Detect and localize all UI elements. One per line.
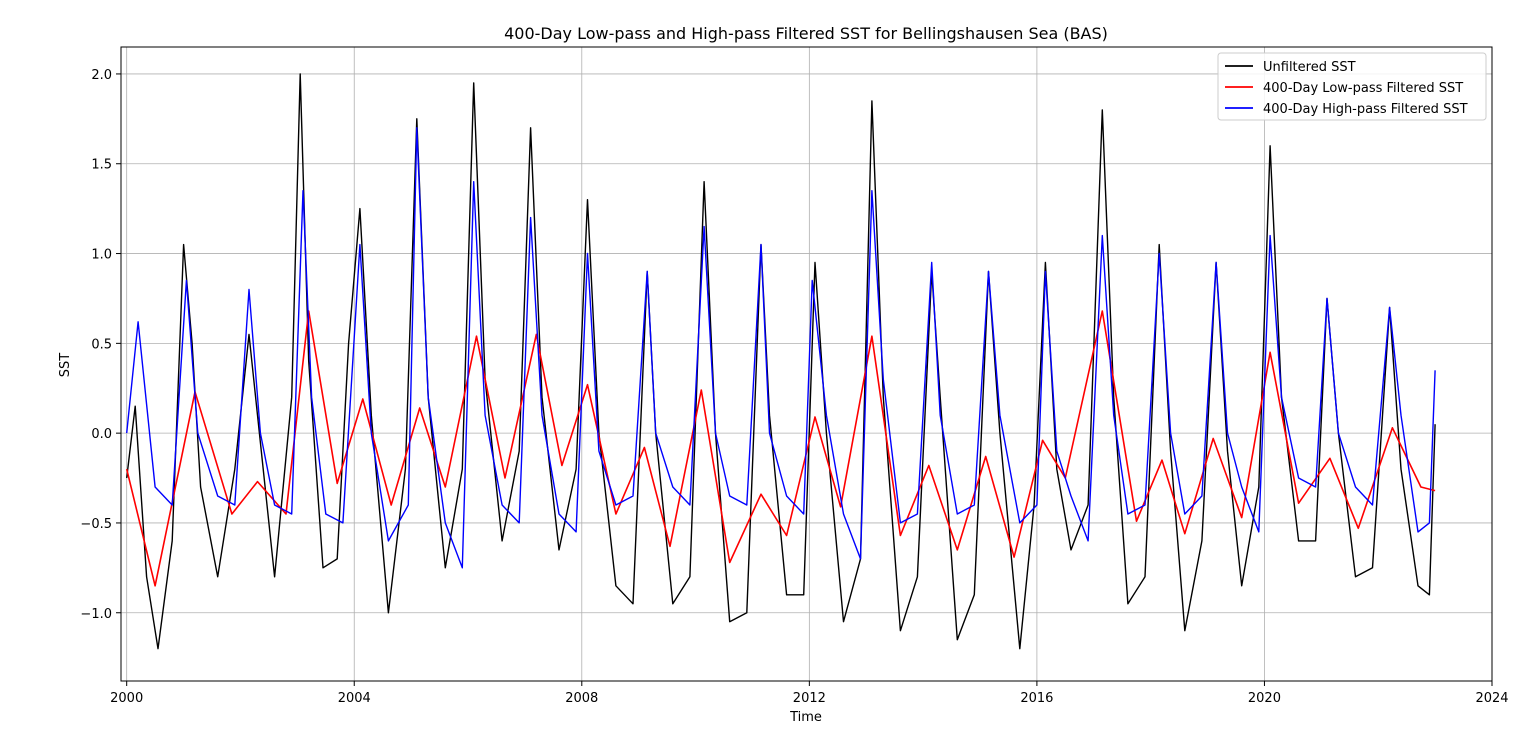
x-tick-label: 2008	[565, 691, 598, 706]
legend-box	[1217, 52, 1487, 121]
y-tick-label: 2.0	[91, 68, 112, 83]
y-axis-title: SST	[58, 353, 73, 378]
legend: Unfiltered SST 400-Day Low-pass Filtered …	[1217, 52, 1487, 121]
x-tick-label: 2020	[1248, 691, 1281, 706]
y-tick-label: 1.0	[91, 248, 112, 263]
high-pass-sst-line	[126, 127, 1436, 569]
y-tick-label: −1.0	[80, 607, 112, 622]
y-tick-label: 0.0	[91, 427, 112, 442]
legend-label: 400-Day Low-pass Filtered SST	[1263, 81, 1463, 96]
y-tick-label: 0.5	[91, 337, 112, 352]
legend-label: Unfiltered SST	[1263, 60, 1356, 75]
x-tick-label: 2016	[1020, 691, 1053, 706]
axis-ticks: 2000 2004 2008 2012 2016 2020 2024 −1.0 −0.5 0.0 0…	[80, 68, 1508, 706]
chart-title: 400-Day Low-pass and High-pass Filtered …	[504, 24, 1108, 43]
plot-area	[125, 73, 1436, 650]
y-tick-label: 1.5	[91, 158, 112, 173]
x-axis-title: Time	[789, 710, 822, 725]
plot-frame	[120, 46, 1493, 682]
x-tick-label: 2000	[110, 691, 143, 706]
legend-label: 400-Day High-pass Filtered SST	[1263, 102, 1468, 117]
low-pass-sst-line	[125, 310, 1436, 587]
y-tick-label: −0.5	[80, 517, 112, 532]
x-tick-label: 2024	[1475, 691, 1508, 706]
x-tick-label: 2004	[338, 691, 371, 706]
x-tick-label: 2012	[793, 691, 826, 706]
